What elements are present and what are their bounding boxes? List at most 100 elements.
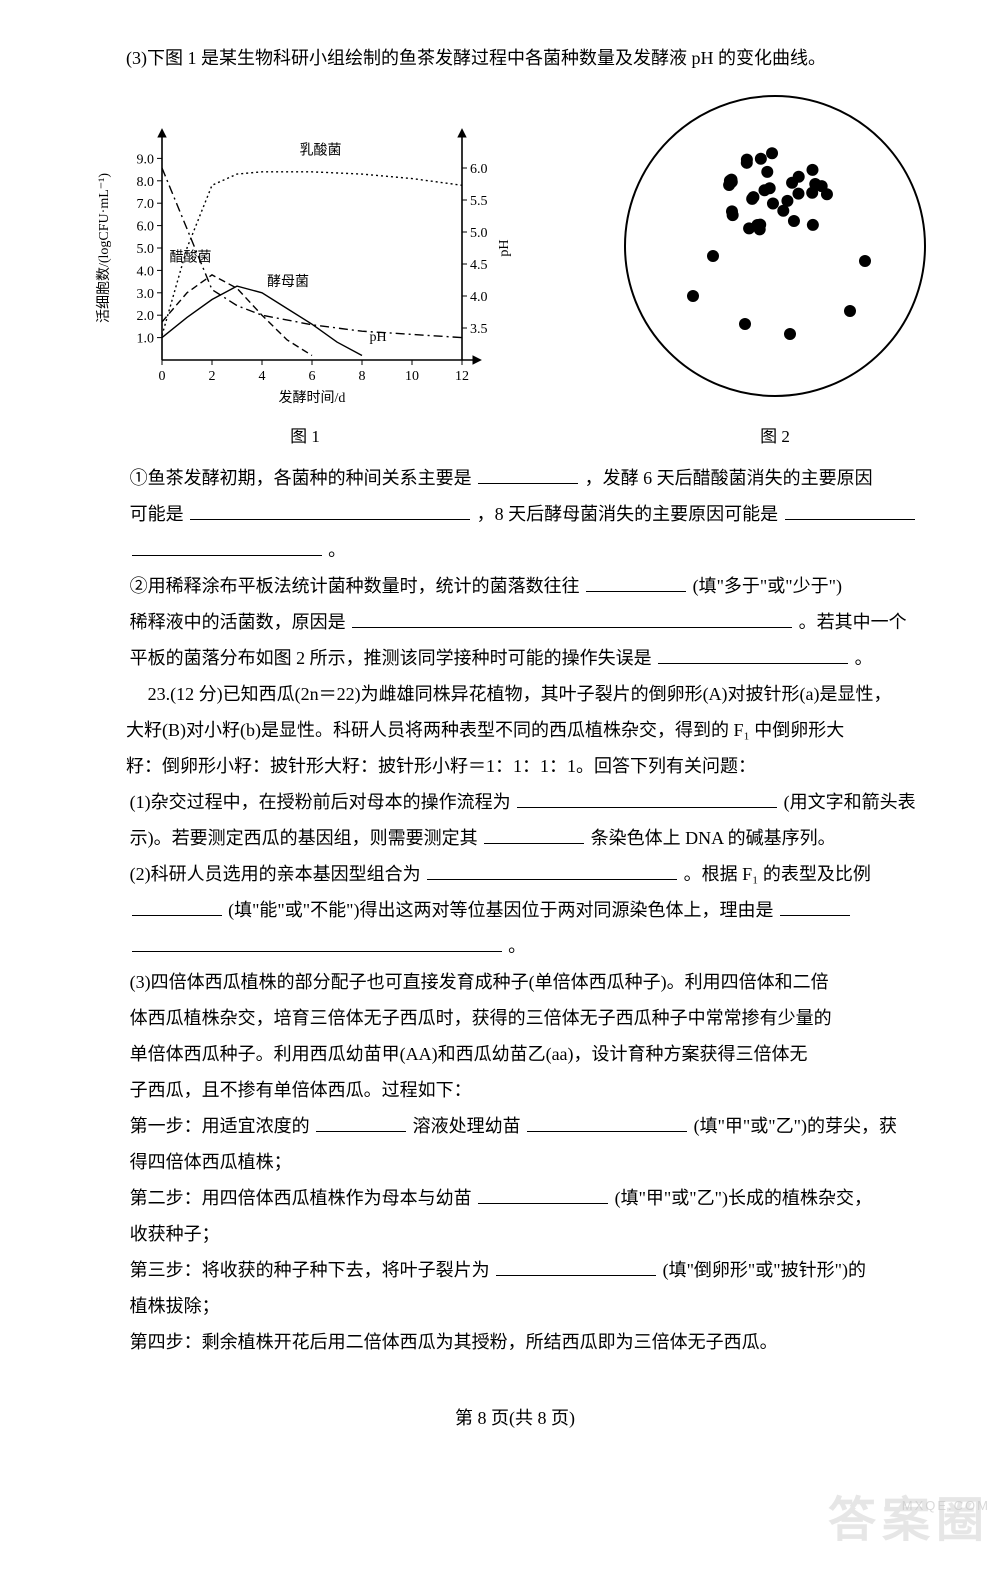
svg-text:6: 6: [309, 369, 316, 384]
text: 。根据 F₁ 的表型及比例: [684, 864, 871, 884]
q3-intro: (3)下图 1 是某生物科研小组绘制的鱼茶发酵过程中各菌种数量及发酵液 pH 的…: [90, 40, 940, 76]
svg-text:5.0: 5.0: [470, 226, 488, 241]
text: 溶液处理幼苗: [413, 1116, 521, 1136]
text: (填"多于"或"少于"): [693, 576, 842, 596]
blank[interactable]: [496, 1256, 656, 1276]
blank[interactable]: [190, 500, 470, 520]
text: (用文字和箭头表: [784, 792, 916, 812]
q3-sub1-line3: 。: [90, 532, 940, 568]
svg-text:发酵时间/d: 发酵时间/d: [279, 390, 346, 406]
blank[interactable]: [352, 608, 792, 628]
svg-text:2: 2: [209, 369, 216, 384]
svg-text:2.0: 2.0: [137, 309, 155, 324]
text: ①鱼茶发酵初期，各菌种的种间关系主要是: [130, 468, 472, 488]
svg-text:乳酸菌: 乳酸菌: [300, 142, 342, 158]
text: 第三步：将收获的种子种下去，将叶子裂片为: [130, 1260, 490, 1280]
svg-text:10: 10: [405, 369, 419, 384]
blank[interactable]: [478, 1184, 608, 1204]
q23-1-line1: (1)杂交过程中，在授粉前后对母本的操作流程为 (用文字和箭头表: [90, 784, 940, 820]
figures-row: 0246810121.02.03.04.05.06.07.08.09.03.54…: [90, 86, 940, 454]
q23-head: 23.(12 分)已知西瓜(2n＝22)为雌雄同株异花植物，其叶子裂片的倒卵形(…: [148, 676, 940, 712]
svg-text:5.0: 5.0: [137, 242, 155, 257]
blank[interactable]: [316, 1112, 406, 1132]
step-4: 第四步：剩余植株开花后用二倍体西瓜为其授粉，所结西瓜即为三倍体无子西瓜。: [90, 1324, 940, 1360]
page-footer: 第 8 页(共 8 页): [90, 1400, 940, 1436]
svg-text:6.0: 6.0: [137, 220, 155, 235]
blank[interactable]: [132, 932, 502, 952]
q23-2-line1: (2)科研人员选用的亲本基因型组合为 。根据 F₁ 的表型及比例: [90, 856, 940, 892]
q3-sub2-line2: 稀释液中的活菌数，原因是 。若其中一个: [90, 604, 940, 640]
text: 条染色体上 DNA 的碱基序列。: [591, 828, 836, 848]
text: 第二步：用四倍体西瓜植株作为母本与幼苗: [130, 1188, 472, 1208]
watermark: 答案圈: [828, 1473, 990, 1569]
text: 可能是: [130, 504, 184, 524]
svg-text:0: 0: [159, 369, 166, 384]
q23-2-line3: 。: [90, 928, 940, 964]
text: (填"能"或"不能")得出这两对等位基因位于两对同源染色体上，理由是: [228, 900, 773, 920]
q23-3-line4: 子西瓜，且不掺有单倍体西瓜。过程如下：: [90, 1072, 940, 1108]
text: 第一步：用适宜浓度的: [130, 1116, 310, 1136]
blank[interactable]: [132, 536, 322, 556]
blank[interactable]: [517, 788, 777, 808]
text: 。若其中一个: [799, 612, 907, 632]
figure-1-chart: 0246810121.02.03.04.05.06.07.08.09.03.54…: [90, 126, 520, 406]
svg-text:5.5: 5.5: [470, 194, 488, 209]
figure-2-diagram: [615, 86, 935, 406]
svg-text:3.0: 3.0: [137, 287, 155, 302]
svg-text:4.0: 4.0: [137, 264, 155, 279]
svg-text:1.0: 1.0: [137, 332, 155, 347]
text: ，8 天后酵母菌消失的主要原因可能是: [477, 504, 779, 524]
blank[interactable]: [478, 464, 578, 484]
step-1b: 得四倍体西瓜植株；: [90, 1144, 940, 1180]
q3-sub2-line1: ②用稀释涂布平板法统计菌种数量时，统计的菌落数往往 (填"多于"或"少于"): [90, 568, 940, 604]
figure-1-caption: 图 1: [90, 420, 520, 454]
step-3: 第三步：将收获的种子种下去，将叶子裂片为 (填"倒卵形"或"披针形")的: [90, 1252, 940, 1288]
step-1: 第一步：用适宜浓度的 溶液处理幼苗 (填"甲"或"乙")的芽尖，获: [90, 1108, 940, 1144]
text: 。: [508, 936, 526, 956]
step-3b: 植株拔除；: [90, 1288, 940, 1324]
q23-body-2: 籽：倒卵形小籽：披针形大籽：披针形小籽＝1：1：1：1。回答下列有关问题：: [90, 748, 940, 784]
svg-text:4.5: 4.5: [470, 258, 488, 273]
blank[interactable]: [427, 860, 677, 880]
q23-body-1: 大籽(B)对小籽(b)是显性。科研人员将两种表型不同的西瓜植株杂交，得到的 F₁…: [90, 712, 940, 748]
svg-text:7.0: 7.0: [137, 197, 155, 212]
text: (填"甲"或"乙")的芽尖，获: [694, 1116, 897, 1136]
svg-text:9.0: 9.0: [137, 152, 155, 167]
svg-text:酵母菌: 酵母菌: [267, 274, 309, 290]
text: 平板的菌落分布如图 2 所示，推测该同学接种时可能的操作失误是: [130, 648, 652, 668]
svg-text:3.5: 3.5: [470, 322, 488, 337]
text: (填"甲"或"乙")长成的植株杂交，: [615, 1188, 872, 1208]
text: (填"倒卵形"或"披针形")的: [663, 1260, 866, 1280]
text: 。: [328, 540, 346, 560]
blank[interactable]: [586, 572, 686, 592]
q23-2-line2: (填"能"或"不能")得出这两对等位基因位于两对同源染色体上，理由是: [90, 892, 940, 928]
svg-text:pH: pH: [497, 239, 512, 256]
blank[interactable]: [132, 896, 222, 916]
figure-1-box: 0246810121.02.03.04.05.06.07.08.09.03.54…: [90, 126, 520, 454]
text: ②用稀释涂布平板法统计菌种数量时，统计的菌落数往往: [130, 576, 580, 596]
text: 示)。若要测定西瓜的基因组，则需要测定其: [130, 828, 478, 848]
figure-2-caption: 图 2: [610, 420, 940, 454]
svg-text:醋酸菌: 醋酸菌: [170, 249, 212, 265]
text: 。: [855, 648, 873, 668]
text: (2)科研人员选用的亲本基因型组合为: [130, 864, 421, 884]
blank[interactable]: [484, 824, 584, 844]
q23-3-line2: 体西瓜植株杂交，培育三倍体无子西瓜时，获得的三倍体无子西瓜种子中常常掺有少量的: [90, 1000, 940, 1036]
svg-text:4: 4: [259, 369, 266, 384]
text: ，发酵 6 天后醋酸菌消失的主要原因: [585, 468, 873, 488]
blank[interactable]: [527, 1112, 687, 1132]
svg-text:活细胞数/(logCFU·mL⁻¹): 活细胞数/(logCFU·mL⁻¹): [96, 173, 112, 323]
step-2b: 收获种子；: [90, 1216, 940, 1252]
svg-text:pH: pH: [370, 330, 387, 345]
step-2: 第二步：用四倍体西瓜植株作为母本与幼苗 (填"甲"或"乙")长成的植株杂交，: [90, 1180, 940, 1216]
svg-text:8: 8: [359, 369, 366, 384]
q3-sub1-line1: ①鱼茶发酵初期，各菌种的种间关系主要是 ，发酵 6 天后醋酸菌消失的主要原因: [90, 460, 940, 496]
blank[interactable]: [780, 896, 850, 916]
watermark-url: MXQE.COM: [902, 1493, 990, 1519]
figure-2-box: 图 2: [610, 86, 940, 454]
q3-sub1-line2: 可能是 ，8 天后酵母菌消失的主要原因可能是: [90, 496, 940, 532]
q23-1-line2: 示)。若要测定西瓜的基因组，则需要测定其 条染色体上 DNA 的碱基序列。: [90, 820, 940, 856]
svg-text:8.0: 8.0: [137, 175, 155, 190]
blank[interactable]: [785, 500, 915, 520]
blank[interactable]: [658, 644, 848, 664]
